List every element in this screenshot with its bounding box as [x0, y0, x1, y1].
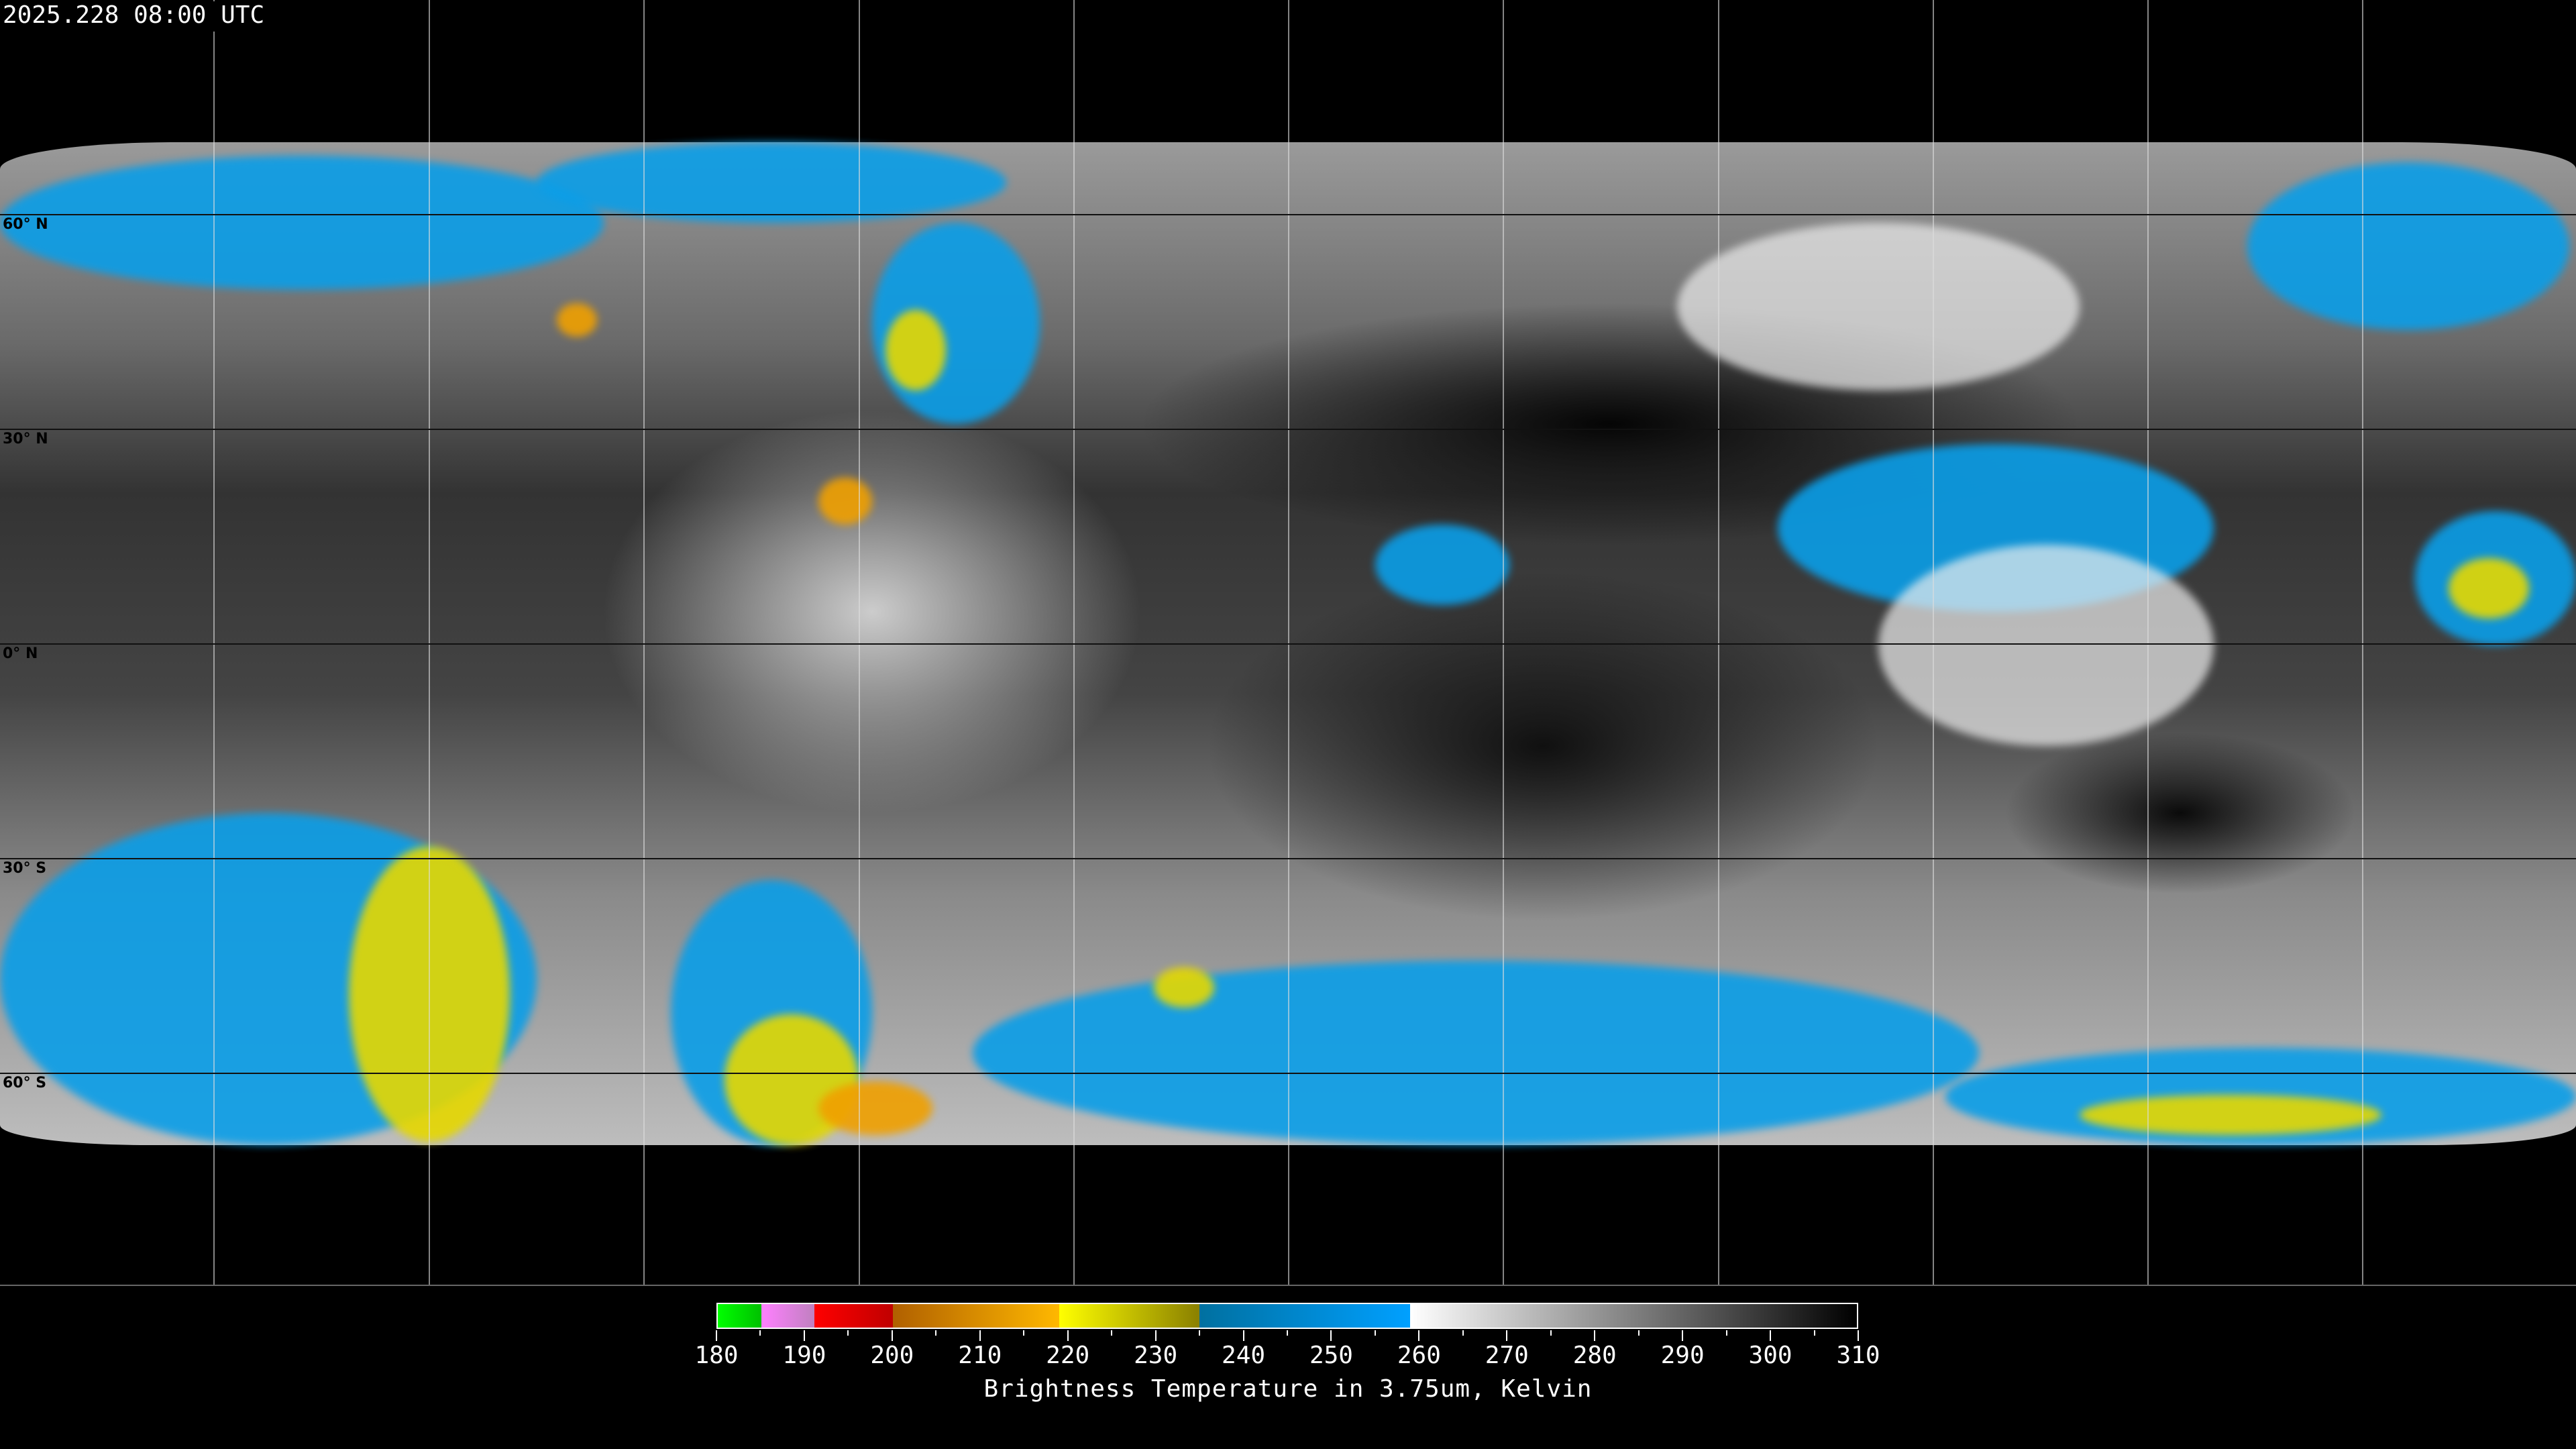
colorbar-segment	[814, 1304, 894, 1328]
colorbar-tick	[759, 1330, 761, 1336]
colorbar-tick-label: 280	[1572, 1342, 1617, 1369]
colorbar-tick	[1858, 1330, 1859, 1341]
colorbar-tick-label: 250	[1309, 1342, 1353, 1369]
colorbar-tick	[1242, 1330, 1244, 1341]
parallel-line	[0, 429, 2576, 430]
colorbar-tick-label: 260	[1397, 1342, 1441, 1369]
colorbar-tick	[1725, 1330, 1727, 1336]
meridian-line	[643, 0, 645, 1285]
colorbar-tick	[847, 1330, 849, 1336]
parallel-line	[0, 1073, 2576, 1074]
colorbar-tick	[1374, 1330, 1376, 1336]
latitude-label: 60° N	[3, 216, 48, 233]
colorbar-tick	[979, 1330, 981, 1341]
colorbar-tick	[891, 1330, 893, 1341]
colorbar-segment	[1199, 1304, 1410, 1328]
latitude-label: 30° S	[3, 860, 47, 877]
colorbar-tick-label: 180	[694, 1342, 739, 1369]
colorbar-tick	[1418, 1330, 1420, 1341]
colorbar-tick-label: 220	[1046, 1342, 1090, 1369]
meridian-line	[1718, 0, 1719, 1285]
meridian-line	[1073, 0, 1075, 1285]
timestamp: 2025.228 08:00 UTC	[3, 1, 269, 32]
colorbar-tick	[716, 1330, 717, 1341]
colorbar-tick-label: 290	[1660, 1342, 1705, 1369]
colorbar-segment	[1409, 1304, 1857, 1328]
meridian-line	[1933, 0, 1934, 1285]
latitude-label: 30° N	[3, 431, 48, 447]
colorbar-tick	[1111, 1330, 1113, 1336]
colorbar	[716, 1303, 1858, 1329]
colorbar-tick	[1023, 1330, 1025, 1336]
colorbar-tick	[1813, 1330, 1815, 1336]
colorbar-tick-label: 190	[782, 1342, 826, 1369]
meridian-line	[213, 0, 215, 1285]
colorbar-tick	[1462, 1330, 1464, 1336]
colorbar-segment	[761, 1304, 814, 1328]
colorbar-tick	[1550, 1330, 1552, 1336]
parallel-line	[0, 858, 2576, 859]
meridian-line	[1288, 0, 1289, 1285]
colorbar-tick	[1682, 1330, 1684, 1341]
colorbar-segment	[1059, 1304, 1200, 1328]
colorbar-tick	[803, 1330, 805, 1341]
colorbar-tick	[1199, 1330, 1201, 1336]
colorbar-tick-label: 200	[870, 1342, 914, 1369]
parallel-line	[0, 214, 2576, 215]
parallel-line	[0, 643, 2576, 645]
colorbar-tick	[1770, 1330, 1772, 1341]
colorbar-tick-label: 310	[1836, 1342, 1880, 1369]
colorbar-tick	[1330, 1330, 1332, 1341]
meridian-line	[859, 0, 860, 1285]
colorbar-tick-label: 300	[1748, 1342, 1792, 1369]
colorbar-tick-label: 240	[1222, 1342, 1266, 1369]
latitude-label: 0° N	[3, 645, 38, 662]
colorbar-tick	[1594, 1330, 1596, 1341]
meridian-line	[429, 0, 430, 1285]
colorbar-tick	[1287, 1330, 1288, 1336]
colorbar-segment	[893, 1304, 1060, 1328]
colorbar-tick-label: 230	[1134, 1342, 1178, 1369]
colorbar-segment	[718, 1304, 762, 1328]
meridian-line	[1503, 0, 1504, 1285]
colorbar-tick	[935, 1330, 937, 1336]
colorbar-tick	[1638, 1330, 1640, 1336]
colorbar-tick-label: 270	[1485, 1342, 1529, 1369]
latitude-label: 60° S	[3, 1075, 47, 1091]
colorbar-tick-label: 210	[958, 1342, 1002, 1369]
colorbar-tick	[1506, 1330, 1508, 1341]
colorbar-tick	[1155, 1330, 1157, 1341]
meridian-line	[2147, 0, 2149, 1285]
colorbar-tick	[1067, 1330, 1069, 1341]
meridian-line	[2362, 0, 2363, 1285]
colorbar-title: Brightness Temperature in 3.75um, Kelvin	[983, 1375, 1593, 1403]
satellite-map: 60° N 30° N 0° N 30° S 60° S 2025.228 08…	[0, 0, 2576, 1286]
